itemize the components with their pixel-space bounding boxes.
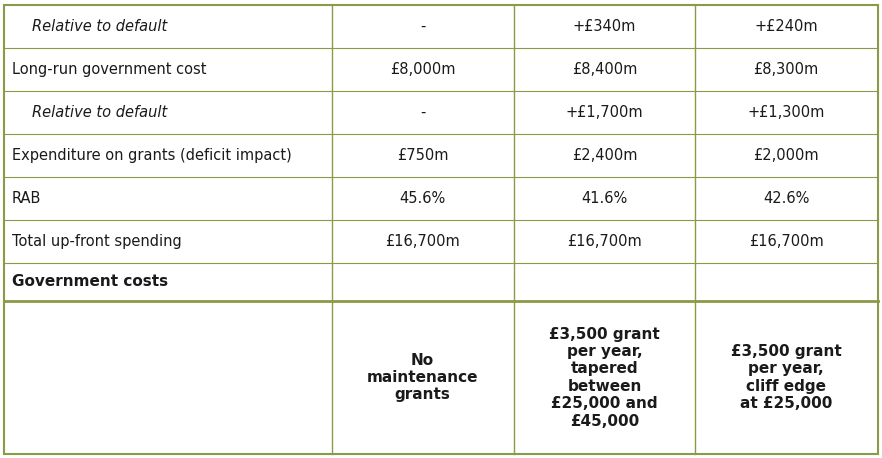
Text: +£340m: +£340m [572, 19, 636, 34]
Text: Long-run government cost: Long-run government cost [12, 62, 206, 77]
Text: Total up-front spending: Total up-front spending [12, 234, 182, 249]
Text: £750m: £750m [397, 148, 448, 163]
Text: Relative to default: Relative to default [32, 19, 168, 34]
Text: £16,700m: £16,700m [385, 234, 460, 249]
Text: 42.6%: 42.6% [763, 191, 810, 206]
Text: £3,500 grant
per year,
cliff edge
at £25,000: £3,500 grant per year, cliff edge at £25… [731, 344, 841, 411]
Text: £2,000m: £2,000m [753, 148, 819, 163]
Text: +£1,300m: +£1,300m [748, 105, 825, 120]
Text: 41.6%: 41.6% [581, 191, 628, 206]
Text: £16,700m: £16,700m [749, 234, 824, 249]
Text: £8,000m: £8,000m [390, 62, 455, 77]
Text: £16,700m: £16,700m [567, 234, 642, 249]
Text: No
maintenance
grants: No maintenance grants [367, 353, 478, 403]
Text: -: - [420, 19, 425, 34]
Text: +£240m: +£240m [754, 19, 818, 34]
Text: Relative to default: Relative to default [32, 105, 168, 120]
Text: +£1,700m: +£1,700m [565, 105, 643, 120]
Text: 45.6%: 45.6% [400, 191, 445, 206]
Text: Expenditure on grants (deficit impact): Expenditure on grants (deficit impact) [12, 148, 292, 163]
Text: £8,400m: £8,400m [572, 62, 637, 77]
Text: £8,300m: £8,300m [753, 62, 818, 77]
Text: £3,500 grant
per year,
tapered
between
£25,000 and
£45,000: £3,500 grant per year, tapered between £… [549, 327, 660, 429]
Text: £2,400m: £2,400m [572, 148, 637, 163]
Text: RAB: RAB [12, 191, 41, 206]
Text: Government costs: Government costs [12, 274, 168, 289]
Text: -: - [420, 105, 425, 120]
